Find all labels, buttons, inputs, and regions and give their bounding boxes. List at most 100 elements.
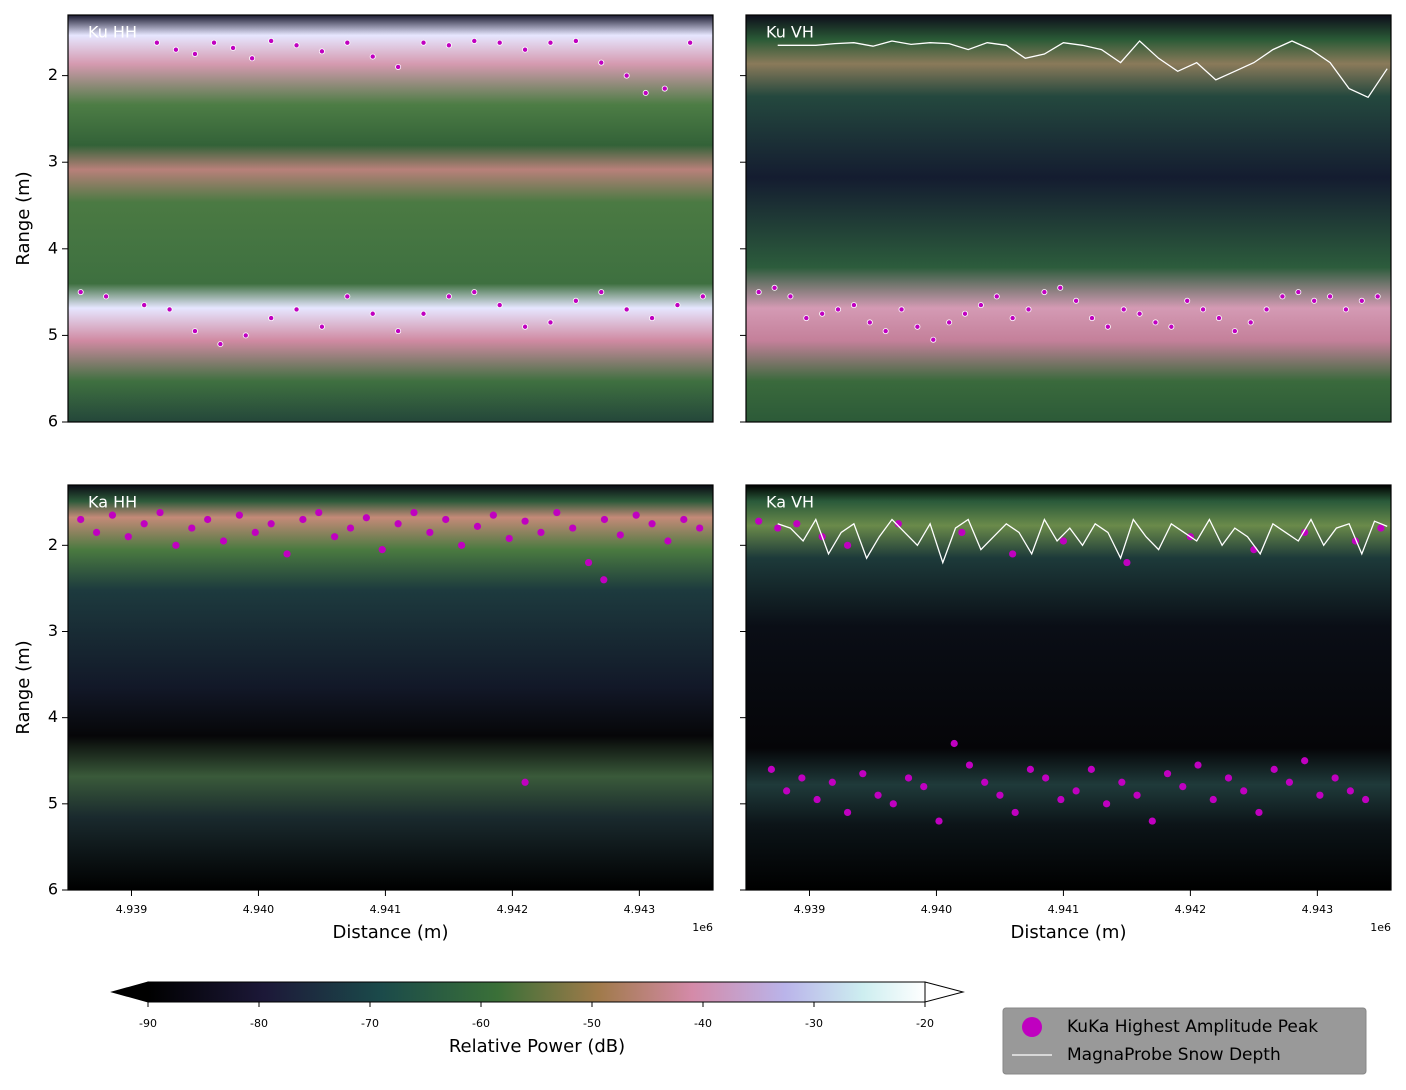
- peak-point: [930, 336, 937, 343]
- peak-point: [616, 531, 624, 539]
- peak-point: [1087, 765, 1095, 773]
- peak-point: [1118, 778, 1126, 786]
- axes-frame: [67, 484, 714, 891]
- peak-point: [1152, 319, 1159, 326]
- y-tick-label: 4: [48, 238, 58, 257]
- peak-point: [850, 302, 857, 309]
- peak-point: [1009, 550, 1017, 558]
- peak-point: [251, 528, 259, 536]
- peak-point: [962, 310, 969, 317]
- peak-point: [217, 341, 224, 348]
- peak-point: [522, 323, 529, 330]
- x-tick-label: 4.943: [624, 903, 656, 916]
- y-tick-label: 3: [48, 152, 58, 171]
- y-tick-label: 5: [48, 793, 58, 812]
- peak-point: [188, 524, 196, 532]
- peak-point: [103, 293, 110, 300]
- axes-frame: [745, 484, 1392, 891]
- colorbar-tick-label: -60: [472, 1017, 490, 1030]
- peak-point: [793, 520, 801, 528]
- peak-point: [755, 517, 763, 525]
- peak-point: [914, 323, 921, 330]
- peak-point: [623, 306, 630, 313]
- peak-point: [767, 765, 775, 773]
- x-tick-label: 4.939: [116, 903, 148, 916]
- peak-point: [835, 306, 842, 313]
- peak-point: [981, 778, 989, 786]
- peak-point: [1255, 808, 1263, 817]
- peak-point: [166, 306, 173, 313]
- peak-point: [1295, 289, 1302, 296]
- peak-point: [537, 528, 545, 536]
- peak-point: [828, 778, 836, 786]
- peak-point: [191, 50, 198, 57]
- peak-point: [344, 39, 351, 46]
- peak-point: [108, 511, 117, 519]
- axes-frame: [745, 14, 1392, 423]
- colorbar-tick-label: -50: [583, 1017, 601, 1030]
- peak-point: [572, 37, 579, 44]
- peak-point: [1073, 297, 1080, 304]
- legend-box: [1002, 1007, 1367, 1075]
- peak-point: [787, 293, 794, 300]
- peak-point: [211, 39, 218, 46]
- peak-point: [1026, 765, 1035, 773]
- radargram-image: [68, 485, 713, 890]
- peak-point: [687, 39, 694, 46]
- x-axis-label: Distance (m): [1010, 922, 1126, 943]
- peak-point: [1042, 774, 1050, 782]
- x-tick-label: 4.942: [497, 903, 529, 916]
- colorbar-tick-label: -30: [805, 1017, 823, 1030]
- peak-point: [1072, 787, 1080, 795]
- colorbar-tick-label: -80: [250, 1017, 268, 1030]
- peak-point: [1009, 315, 1016, 322]
- peak-point: [505, 534, 513, 543]
- peak-point: [874, 791, 882, 799]
- peak-point: [783, 787, 791, 795]
- peak-point: [996, 791, 1004, 799]
- peak-point: [600, 515, 609, 524]
- peak-point: [242, 332, 249, 339]
- peak-point: [664, 537, 672, 545]
- x-offset-label: 1e6: [692, 921, 713, 934]
- panel-title: Ku VH: [766, 23, 814, 42]
- peak-point: [445, 42, 452, 49]
- peak-point: [632, 511, 640, 519]
- peak-point: [522, 46, 529, 53]
- peak-point: [946, 319, 953, 326]
- peak-point: [1057, 795, 1065, 804]
- peak-point: [866, 319, 873, 326]
- peak-point: [521, 778, 529, 786]
- peak-point: [1316, 791, 1324, 799]
- radargram-image: [746, 485, 1391, 890]
- peak-point: [798, 774, 806, 782]
- y-tick-label: 2: [48, 65, 58, 84]
- peak-point: [1168, 323, 1175, 330]
- peak-point: [1136, 310, 1143, 317]
- y-tick-label: 2: [48, 535, 58, 554]
- peak-point: [219, 537, 228, 545]
- x-tick-label: 4.943: [1302, 903, 1334, 916]
- peak-point: [1331, 774, 1339, 782]
- y-axis-label: Range (m): [13, 640, 34, 734]
- peak-point: [699, 293, 706, 300]
- peak-point: [755, 289, 762, 296]
- peak-point: [235, 511, 244, 519]
- y-tick-label: 6: [48, 412, 58, 431]
- y-tick-label: 4: [48, 707, 58, 726]
- peak-point: [894, 520, 902, 528]
- colorbar-tick-label: -70: [361, 1017, 379, 1030]
- peak-point: [843, 808, 852, 817]
- peak-point: [1358, 297, 1365, 304]
- x-offset-label: 1e6: [1370, 921, 1391, 934]
- peak-point: [1374, 293, 1381, 300]
- y-axis-label: Range (m): [13, 171, 34, 265]
- x-tick-label: 4.942: [1175, 903, 1207, 916]
- peak-point: [445, 293, 452, 300]
- peak-point: [1209, 795, 1217, 804]
- legend-label: KuKa Highest Amplitude Peak: [1067, 1017, 1318, 1037]
- peak-point: [813, 795, 821, 804]
- peak-point: [1377, 524, 1385, 532]
- peak-point: [977, 302, 984, 309]
- peak-point: [1123, 558, 1131, 567]
